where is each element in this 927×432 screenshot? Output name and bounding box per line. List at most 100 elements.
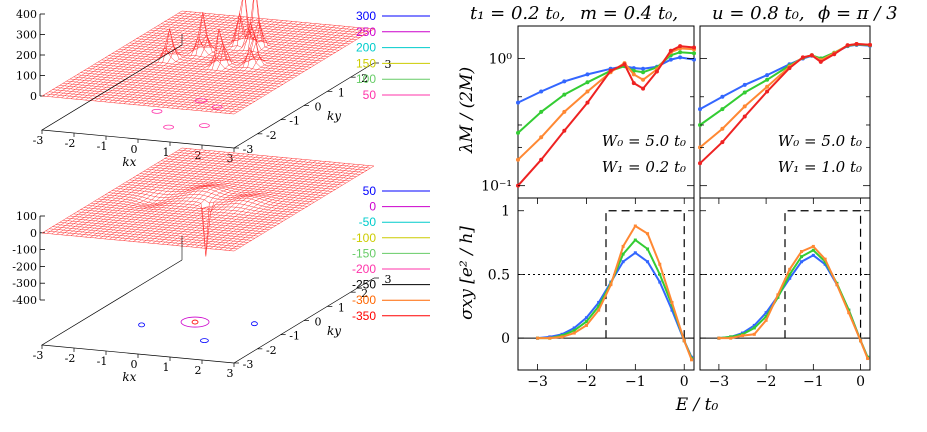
- series-point: [597, 300, 601, 304]
- series-point: [641, 86, 646, 91]
- z-tick-label: 0: [30, 227, 37, 240]
- series-point: [692, 45, 696, 50]
- series-point: [678, 44, 683, 49]
- series-point: [800, 55, 805, 60]
- series-point: [562, 128, 567, 133]
- series-point: [742, 114, 747, 119]
- kx-label: kx: [122, 155, 136, 169]
- series-point: [811, 244, 815, 248]
- series-line: [537, 251, 693, 358]
- series-point: [621, 252, 625, 256]
- legend-label: -100: [352, 231, 376, 245]
- series-point: [562, 109, 567, 114]
- series-point: [670, 308, 674, 312]
- series-point: [641, 66, 646, 71]
- kx-label: kx: [122, 370, 136, 384]
- series-point: [609, 283, 613, 287]
- series-point: [670, 300, 674, 304]
- lower-contour-legend: 50 0-50 -100-150 -200 -250-300 -350: [352, 184, 430, 323]
- series-point: [585, 80, 590, 85]
- header-phi: ϕ = π / 3: [818, 3, 898, 24]
- legend-label: 100: [356, 72, 376, 86]
- series-point: [622, 62, 627, 67]
- z-tick-label: 300: [16, 29, 37, 42]
- series-point: [800, 250, 804, 254]
- series-line: [517, 56, 695, 104]
- panel-annotation: W₁ = 1.0 t₀: [778, 158, 862, 176]
- contour-curve: [250, 321, 258, 327]
- x-tick-label: −2: [756, 374, 777, 390]
- series-point: [765, 77, 770, 82]
- y-tick-label: 10⁰: [489, 51, 513, 67]
- upper-surface-panel: 400 300 200 100 0 -3 -2 -1 0 1 2 3 -3 -2 -1 0 1 2 3 kx ky: [16, 0, 392, 169]
- series-point: [868, 42, 872, 47]
- series-point: [585, 89, 590, 94]
- ky-tick-label: -1: [289, 115, 300, 128]
- header-m: m = 0.4 t₀,: [580, 3, 678, 24]
- series-point: [800, 260, 804, 264]
- kx-tick-label: 1: [163, 146, 170, 159]
- series-point: [823, 257, 827, 261]
- series-point: [621, 260, 625, 264]
- series-point: [720, 140, 725, 145]
- series-point: [845, 43, 850, 48]
- series-point: [585, 100, 590, 105]
- x-tick-label: −1: [625, 374, 646, 390]
- right-line-plots: W₀ = 5.0 t₀ W₁ = 0.2 t₀ W₀ = 5.0 t₀ W₁ = 1.…: [481, 25, 872, 390]
- lambda-ylabel: λM / (2M): [457, 67, 477, 154]
- series-point: [585, 72, 590, 77]
- contour-curve: [180, 316, 210, 328]
- kx-tick-label: 2: [195, 149, 202, 162]
- series-point: [562, 79, 567, 84]
- series-point: [741, 334, 744, 338]
- series-line: [537, 224, 693, 361]
- series-point: [539, 157, 544, 162]
- legend-label: -200: [352, 262, 376, 276]
- base-frame: [40, 259, 375, 364]
- legend-label: -150: [352, 246, 376, 260]
- series-point: [668, 57, 673, 62]
- series-point: [516, 100, 520, 105]
- series-point: [742, 82, 747, 87]
- panel-annotation: W₁ = 0.2 t₀: [602, 158, 686, 176]
- series-point: [654, 69, 659, 74]
- ky-tick-label: -3: [243, 143, 254, 156]
- parameter-header: t₁ = 0.2 t₀, m = 0.4 t₀, u = 0.8 t₀, ϕ =…: [470, 3, 898, 24]
- kx-tick-label: 3: [227, 152, 234, 165]
- series-point: [572, 326, 576, 330]
- series-point: [641, 77, 646, 82]
- ky-tick-label: 1: [338, 86, 345, 99]
- series-point: [641, 70, 646, 75]
- y-tick-label: 1: [501, 204, 510, 220]
- lower-surface-panel: 100 0 -100 -200 -300 -400 -3 -2 -1 0 1 2 3 -3 -2 -1 0 1 2 3…: [12, 147, 392, 384]
- base-frame: [40, 44, 375, 149]
- series-point: [690, 358, 694, 362]
- dashed-box: [605, 210, 685, 339]
- series-point: [597, 308, 601, 312]
- z-tick-label: -400: [12, 294, 37, 307]
- series-point: [692, 51, 696, 56]
- series-point: [646, 260, 650, 264]
- series-point: [633, 251, 637, 255]
- series-point: [698, 107, 702, 112]
- x-tick-label: −3: [709, 374, 730, 390]
- series-point: [584, 316, 588, 320]
- series-point: [631, 72, 636, 77]
- panel-frame-br: [699, 197, 871, 371]
- z-tick-label: 200: [16, 49, 37, 62]
- z-tick-label: 0: [30, 90, 37, 103]
- ky-tick-label: 1: [338, 301, 345, 314]
- series-point: [536, 336, 540, 340]
- sigma-ylabel: σxy [e² / h]: [457, 226, 477, 320]
- z-tick-label: -200: [12, 260, 37, 273]
- series-point: [658, 272, 662, 276]
- panel-frame-bl: [517, 197, 695, 371]
- header-t1: t₁ = 0.2 t₀,: [470, 3, 566, 24]
- series-point: [832, 52, 837, 57]
- series-point: [854, 41, 859, 46]
- x-tick-label: −2: [576, 374, 597, 390]
- kx-tick-label: 1: [163, 361, 170, 374]
- series-point: [539, 89, 544, 94]
- series-point: [788, 276, 792, 280]
- legend-label: 0: [369, 200, 376, 214]
